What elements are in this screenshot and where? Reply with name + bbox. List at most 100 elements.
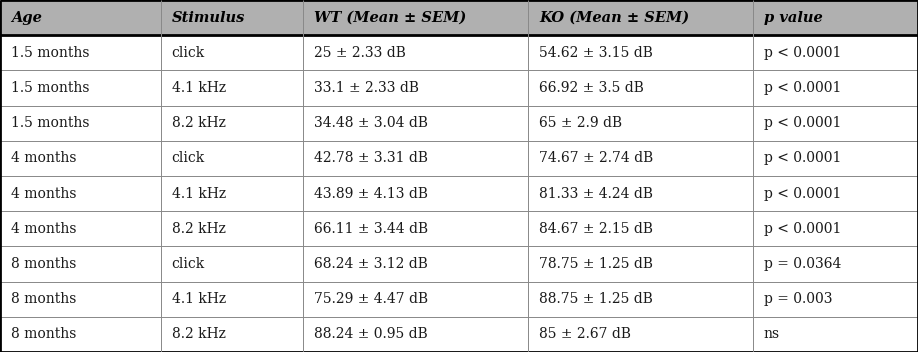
Text: 8.2 kHz: 8.2 kHz [172,116,226,130]
Text: 8 months: 8 months [11,292,76,306]
Bar [753,141,918,176]
Bar [303,0,528,35]
Text: 74.67 ± 2.74 dB: 74.67 ± 2.74 dB [539,151,653,165]
Bar [303,106,528,141]
Text: 33.1 ± 2.33 dB: 33.1 ± 2.33 dB [314,81,419,95]
Text: 8.2 kHz: 8.2 kHz [172,327,226,341]
Text: KO (Mean ± SEM): KO (Mean ± SEM) [539,11,689,25]
Bar [753,70,918,106]
Bar [528,0,753,35]
Bar [753,246,918,282]
Text: p = 0.003: p = 0.003 [764,292,833,306]
Bar [303,176,528,211]
Bar [528,317,753,352]
Bar [753,106,918,141]
Text: Age: Age [11,11,42,25]
Text: p < 0.0001: p < 0.0001 [764,116,841,130]
Bar [0,211,161,246]
Text: p value: p value [764,11,823,25]
Bar [0,246,161,282]
Text: 85 ± 2.67 dB: 85 ± 2.67 dB [539,327,631,341]
Text: 42.78 ± 3.31 dB: 42.78 ± 3.31 dB [314,151,428,165]
Text: 8 months: 8 months [11,257,76,271]
Text: 88.24 ± 0.95 dB: 88.24 ± 0.95 dB [314,327,428,341]
Text: Stimulus: Stimulus [172,11,245,25]
Bar [161,211,303,246]
Text: 78.75 ± 1.25 dB: 78.75 ± 1.25 dB [539,257,653,271]
Bar [161,141,303,176]
Bar [161,106,303,141]
Bar [528,141,753,176]
Text: 25 ± 2.33 dB: 25 ± 2.33 dB [314,46,406,60]
Text: 43.89 ± 4.13 dB: 43.89 ± 4.13 dB [314,187,428,201]
Bar [0,176,161,211]
Text: p < 0.0001: p < 0.0001 [764,222,841,236]
Bar [753,35,918,70]
Bar [753,176,918,211]
Text: click: click [172,46,205,60]
Bar [161,0,303,35]
Text: 8 months: 8 months [11,327,76,341]
Bar [528,70,753,106]
Bar [528,35,753,70]
Text: 66.92 ± 3.5 dB: 66.92 ± 3.5 dB [539,81,644,95]
Bar [0,282,161,317]
Text: 4 months: 4 months [11,222,76,236]
Bar [161,176,303,211]
Bar [753,317,918,352]
Bar [528,246,753,282]
Text: 66.11 ± 3.44 dB: 66.11 ± 3.44 dB [314,222,428,236]
Bar [303,35,528,70]
Text: click: click [172,151,205,165]
Text: p < 0.0001: p < 0.0001 [764,151,841,165]
Text: 84.67 ± 2.15 dB: 84.67 ± 2.15 dB [539,222,653,236]
Text: p = 0.0364: p = 0.0364 [764,257,841,271]
Bar [528,176,753,211]
Text: 8.2 kHz: 8.2 kHz [172,222,226,236]
Bar [161,70,303,106]
Bar [753,0,918,35]
Text: 81.33 ± 4.24 dB: 81.33 ± 4.24 dB [539,187,653,201]
Bar [161,246,303,282]
Bar [528,211,753,246]
Text: 4.1 kHz: 4.1 kHz [172,81,226,95]
Bar [303,317,528,352]
Text: p < 0.0001: p < 0.0001 [764,187,841,201]
Text: WT (Mean ± SEM): WT (Mean ± SEM) [314,11,466,25]
Bar [753,282,918,317]
Bar [753,211,918,246]
Text: 1.5 months: 1.5 months [11,46,90,60]
Bar [0,141,161,176]
Bar [303,282,528,317]
Text: p < 0.0001: p < 0.0001 [764,46,841,60]
Text: 68.24 ± 3.12 dB: 68.24 ± 3.12 dB [314,257,428,271]
Bar [161,317,303,352]
Bar [161,282,303,317]
Text: 4 months: 4 months [11,187,76,201]
Bar [0,0,161,35]
Text: 75.29 ± 4.47 dB: 75.29 ± 4.47 dB [314,292,428,306]
Bar [528,106,753,141]
Text: 34.48 ± 3.04 dB: 34.48 ± 3.04 dB [314,116,428,130]
Text: ns: ns [764,327,780,341]
Text: p < 0.0001: p < 0.0001 [764,81,841,95]
Bar [0,106,161,141]
Text: 88.75 ± 1.25 dB: 88.75 ± 1.25 dB [539,292,653,306]
Bar [303,141,528,176]
Text: 1.5 months: 1.5 months [11,81,90,95]
Text: click: click [172,257,205,271]
Bar [528,282,753,317]
Text: 1.5 months: 1.5 months [11,116,90,130]
Bar [0,317,161,352]
Text: 4.1 kHz: 4.1 kHz [172,292,226,306]
Text: 65 ± 2.9 dB: 65 ± 2.9 dB [539,116,622,130]
Bar [0,70,161,106]
Bar [303,246,528,282]
Text: 54.62 ± 3.15 dB: 54.62 ± 3.15 dB [539,46,653,60]
Bar [303,211,528,246]
Bar [161,35,303,70]
Text: 4 months: 4 months [11,151,76,165]
Bar [0,35,161,70]
Text: 4.1 kHz: 4.1 kHz [172,187,226,201]
Bar [303,70,528,106]
